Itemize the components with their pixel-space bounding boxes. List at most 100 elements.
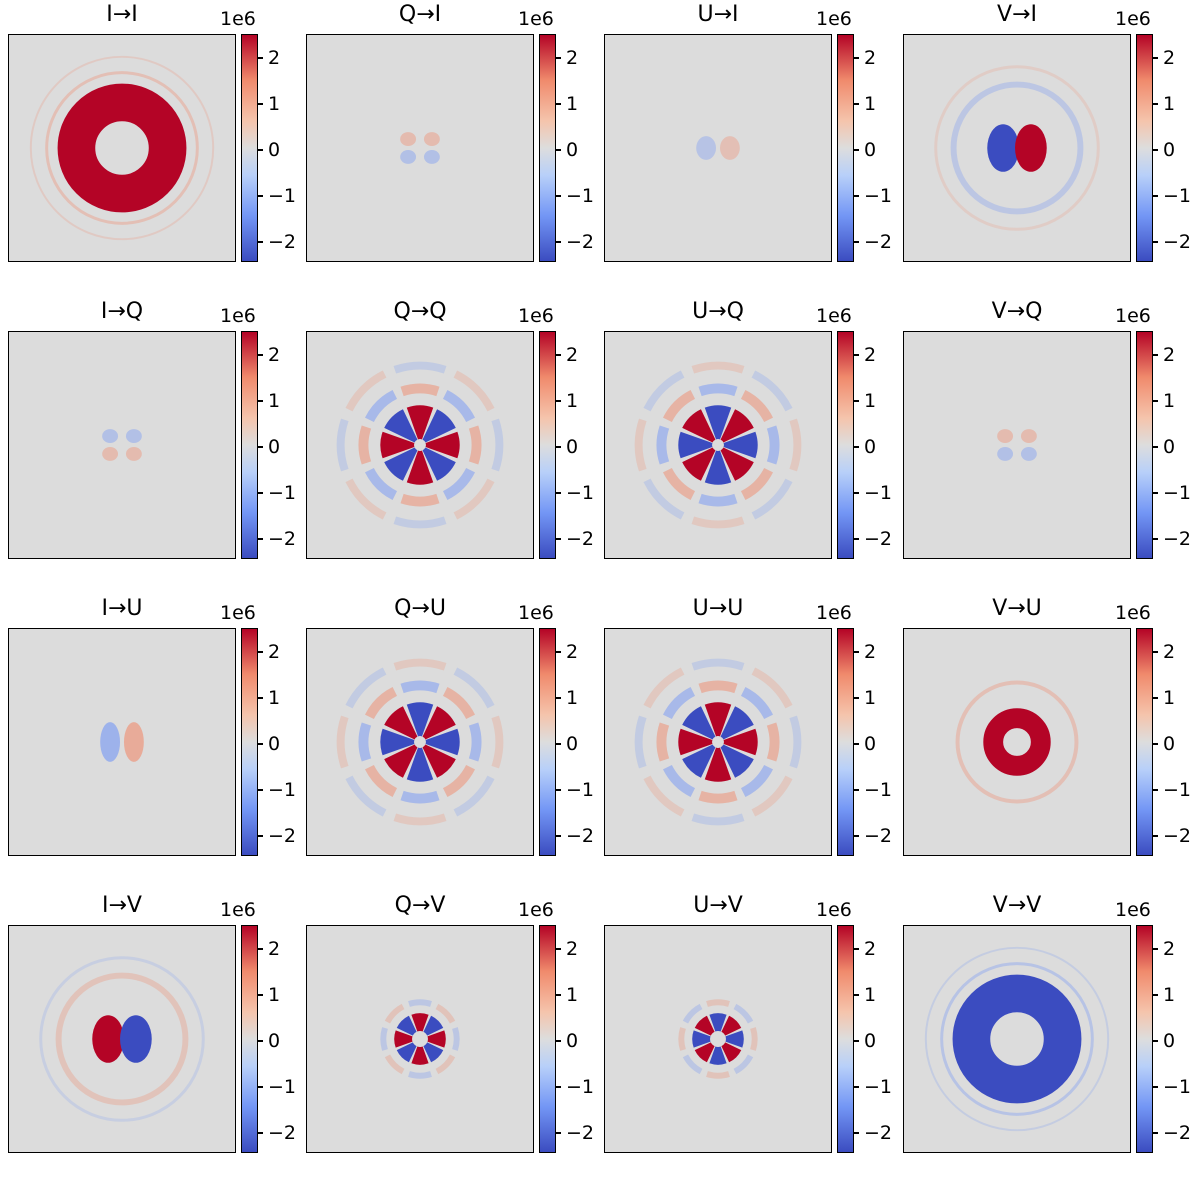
tick-label: 1 bbox=[864, 93, 877, 115]
outer-lobe bbox=[751, 370, 793, 412]
colorbar-tick: 2 bbox=[1153, 344, 1200, 366]
outer-lobe bbox=[682, 1054, 703, 1075]
colorbar-tick: −2 bbox=[854, 231, 914, 253]
colorbar-tick: −1 bbox=[556, 1076, 616, 1098]
tick-label: −1 bbox=[1163, 779, 1192, 801]
colorbar-exponent: 1e6 bbox=[220, 602, 256, 624]
lobe bbox=[987, 124, 1019, 172]
heatmap bbox=[8, 331, 236, 559]
outer-lobe bbox=[733, 1054, 754, 1075]
tick-label: −2 bbox=[1163, 825, 1192, 847]
panel: V→U 1e6 2 1 0 −1 −2 bbox=[903, 594, 1200, 884]
tick-label: −1 bbox=[268, 185, 297, 207]
tick-label: −1 bbox=[1163, 482, 1192, 504]
outer-lobe bbox=[663, 764, 696, 797]
outer-lobe bbox=[345, 667, 387, 709]
petal bbox=[720, 706, 754, 740]
tick-mark bbox=[258, 103, 263, 105]
tick-label: −1 bbox=[864, 1076, 893, 1098]
tick-mark bbox=[1153, 1132, 1158, 1134]
tick-mark bbox=[1153, 149, 1158, 151]
outer-lobe bbox=[678, 1027, 686, 1051]
colorbar bbox=[1136, 34, 1153, 262]
outer-lobe bbox=[453, 775, 495, 817]
petal bbox=[720, 744, 754, 778]
heatmap-svg bbox=[100, 722, 144, 762]
tick-mark bbox=[1153, 400, 1158, 402]
tick-mark bbox=[1153, 994, 1158, 996]
tick-mark bbox=[258, 195, 263, 197]
lobe bbox=[997, 429, 1014, 444]
colorbar-tick: −1 bbox=[1153, 185, 1200, 207]
heatmap bbox=[306, 925, 534, 1153]
panel-title: U→U bbox=[692, 596, 744, 621]
tick-label: −1 bbox=[268, 1076, 297, 1098]
colorbar bbox=[837, 628, 854, 856]
outer-lobe bbox=[453, 667, 495, 709]
colorbar-tick: −1 bbox=[258, 185, 318, 207]
outer-lobe bbox=[682, 1003, 703, 1024]
petal bbox=[725, 1030, 744, 1048]
outer-lobe bbox=[706, 999, 730, 1007]
colorbar-exponent: 1e6 bbox=[518, 8, 554, 30]
outer-lobe bbox=[380, 1027, 388, 1051]
outer-lobe bbox=[691, 361, 745, 374]
tick-label: 2 bbox=[864, 47, 877, 69]
colorbar-tick: −2 bbox=[1153, 231, 1200, 253]
outer-lobe bbox=[468, 425, 482, 465]
outer-lobe bbox=[491, 715, 504, 769]
outer-lobe bbox=[365, 390, 398, 423]
petal bbox=[694, 1015, 715, 1036]
colorbar-tick: 2 bbox=[1153, 641, 1200, 663]
outer-lobe bbox=[643, 478, 685, 520]
tick-mark bbox=[854, 994, 859, 996]
ring bbox=[39, 956, 205, 1122]
heatmap bbox=[903, 331, 1131, 559]
tick-mark bbox=[1153, 538, 1158, 540]
colorbar-tick: −2 bbox=[258, 1122, 318, 1144]
tick-label: 0 bbox=[1163, 139, 1176, 161]
colorbar-tick: −1 bbox=[1153, 482, 1200, 504]
tick-label: −1 bbox=[268, 779, 297, 801]
colorbar-tick: −1 bbox=[1153, 779, 1200, 801]
tick-mark bbox=[258, 538, 263, 540]
heatmap-svg bbox=[400, 132, 440, 164]
tick-mark bbox=[854, 835, 859, 837]
panel: I→U 1e6 2 1 0 −1 −2 bbox=[8, 594, 306, 884]
outer-lobe bbox=[691, 516, 745, 529]
tick-label: −2 bbox=[864, 1122, 893, 1144]
tick-mark bbox=[556, 446, 561, 448]
outer-lobe bbox=[643, 667, 685, 709]
tick-mark bbox=[556, 789, 561, 791]
colorbar-tick: 2 bbox=[1153, 938, 1200, 960]
colorbar-tick: 2 bbox=[854, 344, 914, 366]
tick-label: 2 bbox=[268, 344, 281, 366]
petal bbox=[704, 747, 732, 782]
panel: I→V 1e6 2 1 0 −1 −2 bbox=[8, 891, 306, 1181]
tick-mark bbox=[854, 149, 859, 151]
petal bbox=[682, 706, 716, 740]
tick-label: 1 bbox=[864, 390, 877, 412]
tick-mark bbox=[556, 354, 561, 356]
colorbar-exponent: 1e6 bbox=[816, 899, 852, 921]
outer-lobe bbox=[442, 390, 475, 423]
outer-lobe bbox=[766, 722, 780, 762]
tick-mark bbox=[854, 492, 859, 494]
tick-label: 2 bbox=[864, 641, 877, 663]
colorbar-tick: 0 bbox=[854, 1030, 914, 1052]
panel: U→I 1e6 2 1 0 −1 −2 bbox=[604, 0, 902, 290]
annulus bbox=[983, 708, 1051, 776]
tick-mark bbox=[556, 1132, 561, 1134]
panel-title: I→I bbox=[106, 2, 138, 27]
tick-mark bbox=[258, 1040, 263, 1042]
colorbar-tick: −1 bbox=[854, 1076, 914, 1098]
tick-mark bbox=[258, 492, 263, 494]
lobe bbox=[1020, 429, 1037, 444]
tick-mark bbox=[556, 743, 561, 745]
petal bbox=[723, 431, 758, 459]
petal bbox=[384, 744, 418, 778]
outer-lobe bbox=[365, 687, 398, 720]
tick-mark bbox=[556, 697, 561, 699]
petal bbox=[721, 1042, 742, 1063]
